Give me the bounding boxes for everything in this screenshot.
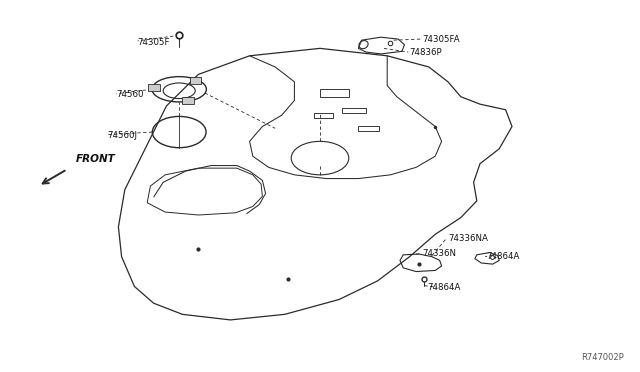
- Text: 74336N: 74336N: [422, 249, 456, 258]
- Bar: [182, 97, 194, 104]
- Text: 74336NA: 74336NA: [448, 234, 488, 243]
- Text: 74864A: 74864A: [428, 283, 461, 292]
- Text: 74560J: 74560J: [108, 131, 138, 140]
- Text: 74560: 74560: [116, 90, 144, 99]
- Text: 74864A: 74864A: [486, 252, 520, 261]
- Text: FRONT: FRONT: [76, 154, 115, 164]
- Text: R747002P: R747002P: [581, 353, 624, 362]
- Text: 74836P: 74836P: [410, 48, 442, 57]
- Bar: [148, 84, 160, 91]
- Text: 74305F: 74305F: [138, 38, 170, 47]
- Bar: [190, 77, 202, 84]
- Text: 74305FA: 74305FA: [422, 35, 460, 44]
